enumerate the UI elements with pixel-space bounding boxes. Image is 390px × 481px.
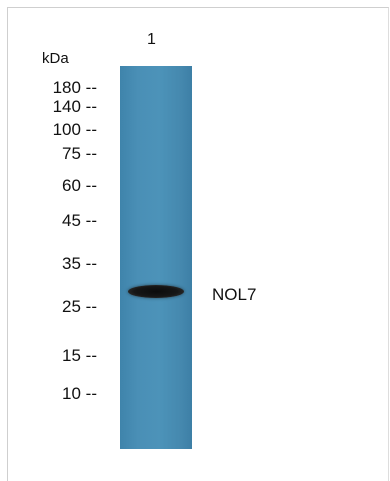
- figure-frame: [7, 7, 389, 481]
- marker-140: 140 --: [52, 97, 97, 116]
- protein-band: [128, 285, 184, 298]
- marker-60: 60 --: [62, 176, 97, 195]
- marker-75: 75 --: [62, 144, 97, 163]
- marker-45: 45 --: [62, 211, 97, 230]
- lane-number: 1: [147, 31, 156, 48]
- marker-25: 25 --: [62, 297, 97, 316]
- marker-35: 35 --: [62, 254, 97, 273]
- kda-unit-label: kDa: [42, 50, 69, 67]
- protein-band-label: NOL7: [212, 285, 257, 304]
- marker-180: 180 --: [52, 78, 97, 97]
- marker-15: 15 --: [62, 346, 97, 365]
- marker-10: 10 --: [62, 384, 97, 403]
- blot-lane: [120, 66, 192, 449]
- marker-100: 100 --: [52, 120, 97, 139]
